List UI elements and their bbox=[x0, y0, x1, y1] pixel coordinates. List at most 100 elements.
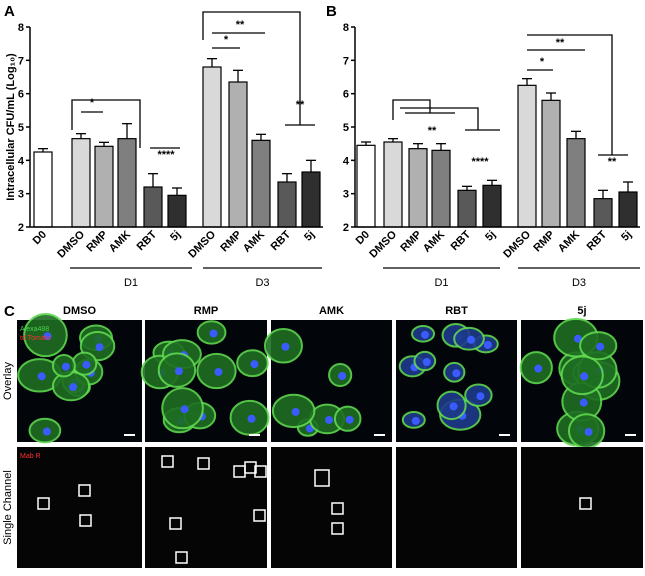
highlight-box bbox=[254, 465, 267, 478]
y-tick-label: 8 bbox=[18, 22, 24, 34]
highlight-box bbox=[331, 502, 344, 515]
highlight-box bbox=[579, 497, 592, 510]
nucleus bbox=[37, 372, 46, 381]
single-channel-image bbox=[17, 447, 142, 568]
significance-label: ** bbox=[236, 19, 245, 31]
y-tick-label: 7 bbox=[18, 55, 24, 67]
bar bbox=[383, 141, 403, 228]
highlight-box bbox=[78, 484, 91, 497]
significance-bracket bbox=[202, 11, 315, 126]
highlight-box bbox=[197, 457, 210, 470]
nucleus bbox=[534, 364, 543, 373]
scale-bar bbox=[124, 434, 135, 436]
x-tick-label: AMK bbox=[421, 229, 447, 255]
nucleus bbox=[61, 362, 70, 371]
x-tick-label: 5j bbox=[168, 229, 183, 244]
x-tick-label: D0 bbox=[354, 229, 372, 247]
x-tick-label: RMP bbox=[398, 229, 424, 255]
x-tick-label: RBT bbox=[585, 228, 610, 253]
bar bbox=[457, 189, 477, 228]
y-axis-label: Intracellular CFU/mL (Log₁₀) bbox=[5, 53, 17, 201]
highlight-box bbox=[169, 517, 182, 530]
group-label: D3 bbox=[255, 277, 269, 289]
significance-bracket bbox=[71, 99, 180, 149]
panel-label: A bbox=[4, 3, 15, 20]
nucleus bbox=[174, 367, 183, 376]
bar bbox=[482, 184, 502, 228]
nucleus bbox=[580, 372, 589, 381]
significance-label: * bbox=[540, 56, 545, 68]
nucleus bbox=[42, 427, 51, 436]
nucleus bbox=[584, 427, 593, 436]
bar bbox=[566, 138, 586, 228]
bar bbox=[251, 139, 271, 228]
x-tick-label: RBT bbox=[269, 228, 294, 253]
single-channel-image bbox=[396, 447, 517, 568]
x-tick-label: AMK bbox=[556, 229, 582, 255]
highlight-box bbox=[314, 469, 330, 487]
highlight-box bbox=[253, 509, 266, 522]
nucleus bbox=[209, 329, 218, 338]
nucleus bbox=[467, 335, 476, 344]
row-label: Overlay bbox=[2, 362, 14, 400]
x-tick-label: 5j bbox=[619, 229, 634, 244]
significance-label: **** bbox=[157, 149, 175, 161]
column-label: DMSO bbox=[63, 305, 96, 317]
group-label: D3 bbox=[572, 277, 586, 289]
nucleus bbox=[43, 332, 52, 341]
panel-label: C bbox=[4, 303, 15, 320]
y-tick-label: 4 bbox=[18, 155, 25, 167]
nucleus bbox=[250, 360, 259, 369]
x-tick-label: D0 bbox=[31, 229, 49, 247]
x-tick-label: 5j bbox=[302, 229, 317, 244]
highlight-box bbox=[244, 461, 257, 474]
bar bbox=[167, 194, 187, 228]
group-label: D1 bbox=[124, 277, 138, 289]
nucleus bbox=[82, 360, 91, 369]
x-tick-label: DMSO bbox=[367, 228, 399, 260]
x-tick-label: RBT bbox=[449, 228, 474, 253]
nucleus bbox=[214, 367, 223, 376]
y-tick-label: 3 bbox=[18, 189, 24, 201]
bar bbox=[517, 84, 537, 228]
nucleus bbox=[180, 405, 189, 414]
nucleus bbox=[449, 402, 458, 411]
nucleus bbox=[247, 414, 256, 423]
bar bbox=[356, 144, 376, 228]
x-tick-label: DMSO bbox=[501, 228, 533, 260]
significance-bracket bbox=[392, 99, 455, 120]
nucleus bbox=[452, 369, 461, 378]
bar bbox=[277, 181, 297, 228]
scale-bar bbox=[249, 434, 260, 436]
y-tick-label: 2 bbox=[18, 222, 24, 234]
y-tick-label: 5 bbox=[343, 122, 349, 134]
x-tick-label: RMP bbox=[84, 229, 110, 255]
nucleus bbox=[281, 342, 290, 351]
highlight-box bbox=[175, 551, 188, 564]
highlight-box bbox=[161, 455, 174, 468]
column-label: RBT bbox=[445, 305, 468, 317]
x-tick-label: RBT bbox=[135, 228, 160, 253]
single-channel-image bbox=[145, 447, 267, 568]
nucleus bbox=[579, 398, 588, 407]
overlay-legend: td Tomato bbox=[20, 335, 51, 342]
bar bbox=[228, 81, 248, 228]
significance-label: * bbox=[224, 34, 229, 46]
nucleus bbox=[596, 342, 605, 351]
significance-label: ** bbox=[608, 156, 617, 168]
highlight-box bbox=[79, 514, 92, 527]
y-tick-label: 2 bbox=[343, 222, 349, 234]
bar bbox=[541, 99, 561, 228]
panel-label: B bbox=[326, 3, 337, 20]
nucleus bbox=[421, 330, 430, 339]
nucleus bbox=[338, 371, 347, 380]
y-tick-label: 5 bbox=[18, 122, 24, 134]
nucleus bbox=[422, 358, 431, 367]
nucleus bbox=[411, 416, 420, 425]
single-channel-image bbox=[521, 447, 643, 568]
highlight-box bbox=[331, 522, 344, 535]
bar bbox=[618, 191, 638, 228]
column-label: RMP bbox=[194, 305, 218, 317]
significance-bracket bbox=[400, 107, 500, 131]
